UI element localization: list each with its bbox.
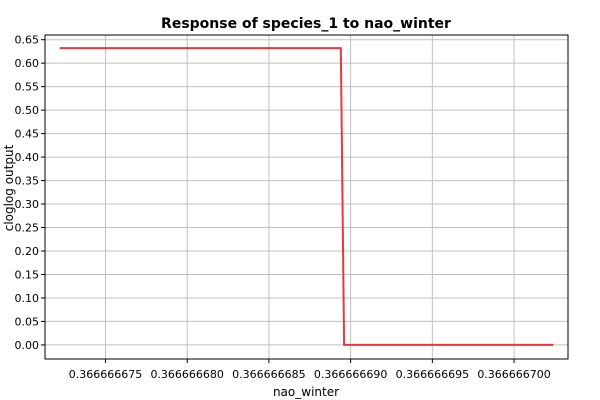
plot-border [44,34,569,360]
y-tick-label: 0.20 [15,245,40,258]
x-axis-label: nao_winter [273,385,339,399]
x-tick-label: 0.366666675 [69,368,142,381]
y-tick-label: 0.05 [15,315,40,328]
x-tick-label: 0.366666680 [150,368,223,381]
y-tick-label: 0.00 [15,339,40,352]
y-tick-label: 0.35 [15,175,40,188]
y-tick-label: 0.45 [15,128,40,141]
y-tick-label: 0.55 [15,81,40,94]
x-tick-label: 0.366666700 [477,368,550,381]
x-tick-label: 0.366666685 [232,368,305,381]
plot-frame [44,34,569,360]
y-tick-label: 0.40 [15,151,40,164]
x-tick-label: 0.366666690 [314,368,387,381]
plot-area: 0.00 0.05 0.10 0.15 0.20 0.25 0.30 0.35 0.40 0.45… [15,34,569,381]
y-tick-label: 0.25 [15,222,40,235]
y-tick-label: 0.65 [15,34,40,47]
response-curve [59,47,554,346]
y-axis-label: cloglog output [2,144,16,231]
y-tick-label: 0.60 [15,57,40,70]
y-tick-label: 0.15 [15,268,40,281]
chart-title: Response of species_1 to nao_winter [161,16,451,32]
y-tick-label: 0.10 [15,292,40,305]
y-tick-label: 0.50 [15,104,40,117]
x-tick-label: 0.366666695 [396,368,469,381]
y-tick-label: 0.30 [15,198,40,211]
